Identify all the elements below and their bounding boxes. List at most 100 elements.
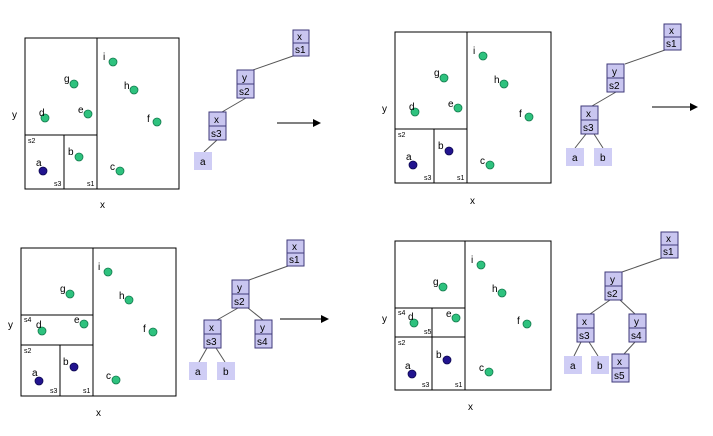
- x-axis-label: x: [470, 196, 475, 207]
- svg-text:x: x: [582, 317, 587, 328]
- point-a: a: [406, 152, 418, 170]
- x-axis-label: x: [96, 408, 101, 419]
- svg-text:y: y: [610, 275, 615, 286]
- tree-edge: [252, 55, 294, 71]
- tree-leaf-b: b: [217, 362, 235, 380]
- y-axis-label: y: [382, 104, 387, 115]
- point-e: e: [78, 105, 93, 119]
- point-c: c: [110, 162, 125, 176]
- point-f: f: [147, 114, 162, 127]
- tree-edge: [589, 299, 611, 315]
- tree-edge: [624, 49, 666, 65]
- tree-node-s2: y s2: [236, 69, 255, 99]
- tree-edge: [198, 347, 208, 363]
- point-d: d: [39, 108, 50, 123]
- svg-text:c: c: [479, 363, 484, 374]
- svg-text:s1: s1: [295, 45, 306, 56]
- point-f: f: [517, 316, 532, 329]
- svg-text:x: x: [617, 357, 622, 368]
- svg-text:b: b: [68, 147, 74, 158]
- y-axis-label: y: [12, 110, 17, 121]
- svg-text:x: x: [666, 234, 671, 245]
- region-label: s3: [424, 175, 432, 182]
- svg-text:b: b: [597, 361, 603, 372]
- point-d: d: [36, 320, 47, 336]
- svg-text:x: x: [586, 109, 591, 120]
- point-g: g: [433, 277, 448, 292]
- tree-node-s3: x s3: [203, 319, 222, 349]
- x-axis-label: x: [100, 200, 105, 211]
- svg-text:i: i: [98, 262, 100, 273]
- tree-edge: [623, 341, 636, 355]
- svg-text:y: y: [237, 283, 242, 294]
- tree-node-s2: y s2: [604, 271, 623, 301]
- svg-text:s4: s4: [257, 337, 268, 348]
- panel-2: y x s2 s3 s1 g d e a b i h: [382, 23, 698, 207]
- svg-text:x: x: [214, 115, 219, 126]
- svg-text:a: a: [572, 153, 578, 164]
- svg-text:y: y: [634, 317, 639, 328]
- svg-text:b: b: [600, 153, 606, 164]
- svg-text:b: b: [223, 367, 229, 378]
- point-c: c: [480, 156, 495, 170]
- point-a: a: [32, 368, 44, 386]
- svg-text:a: a: [405, 361, 411, 372]
- region-label: s1: [87, 181, 95, 188]
- tree-node-s3: x s3: [580, 105, 599, 135]
- point-a: a: [36, 158, 48, 176]
- tree-node-s5: x s5: [611, 353, 630, 383]
- y-axis-label: y: [8, 320, 13, 331]
- point-b: b: [68, 147, 84, 162]
- point-b: b: [436, 350, 452, 365]
- svg-text:x: x: [297, 32, 302, 43]
- region-label: s2: [28, 138, 36, 145]
- point-d: d: [409, 102, 420, 117]
- svg-text:d: d: [408, 312, 414, 323]
- point-e: e: [74, 315, 89, 329]
- tree-leaf-b: b: [594, 148, 612, 166]
- region-label: s3: [54, 181, 62, 188]
- region-label: s2: [24, 348, 32, 355]
- svg-text:s1: s1: [666, 39, 677, 50]
- svg-text:a: a: [32, 368, 38, 379]
- region-label: s2: [398, 340, 406, 347]
- svg-text:x: x: [292, 242, 297, 253]
- svg-text:a: a: [570, 361, 576, 372]
- point-g: g: [64, 74, 79, 89]
- svg-text:c: c: [106, 371, 111, 382]
- svg-text:s3: s3: [583, 123, 594, 134]
- svg-text:a: a: [200, 157, 206, 168]
- point-c: c: [106, 371, 121, 385]
- tree-edge: [574, 133, 587, 149]
- point-f: f: [143, 324, 158, 337]
- svg-text:s1: s1: [289, 255, 300, 266]
- point-g: g: [60, 284, 75, 299]
- svg-text:s2: s2: [234, 297, 245, 308]
- svg-text:h: h: [119, 291, 125, 302]
- tree-edge: [203, 139, 218, 153]
- svg-text:d: d: [36, 320, 42, 331]
- point-i: i: [473, 46, 488, 61]
- svg-text:e: e: [446, 309, 452, 320]
- tree-edge: [591, 91, 617, 107]
- svg-text:s3: s3: [211, 129, 222, 140]
- svg-text:i: i: [103, 52, 105, 63]
- tree-node-s2: y s2: [231, 279, 250, 309]
- svg-text:s3: s3: [206, 337, 217, 348]
- point-i: i: [103, 52, 118, 67]
- tree-leaf-a: a: [194, 152, 212, 170]
- tree-edge: [588, 341, 599, 357]
- point-e: e: [446, 309, 461, 323]
- point-d: d: [408, 312, 419, 328]
- tree-edge: [221, 97, 247, 113]
- svg-text:i: i: [473, 46, 475, 57]
- plot-frame: [24, 37, 180, 190]
- region-label: s2: [398, 132, 406, 139]
- svg-text:h: h: [492, 284, 498, 295]
- tree-edge: [573, 341, 582, 357]
- plot-frame: [20, 247, 177, 397]
- svg-text:f: f: [519, 109, 522, 120]
- svg-text:s2: s2: [607, 289, 618, 300]
- svg-text:h: h: [124, 81, 130, 92]
- region-label: s1: [457, 175, 465, 182]
